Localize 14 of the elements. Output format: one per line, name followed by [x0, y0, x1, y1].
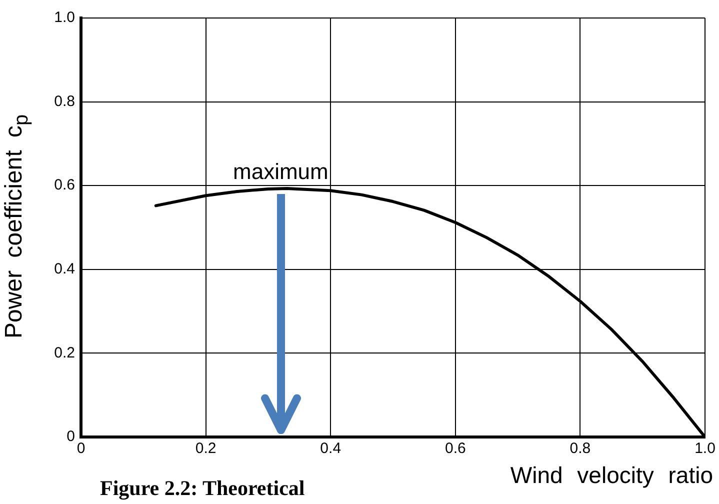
y-tick-label: 0.6 — [54, 176, 75, 194]
x-tick-label: 0.2 — [195, 440, 216, 458]
caption: Figure 2.2: Theoretical — [100, 476, 305, 501]
y-tick-label: 0.8 — [54, 92, 75, 110]
x-tick-label: 0.8 — [570, 440, 591, 458]
y-tick-label: 1.0 — [54, 9, 75, 26]
y-tick-label: 0.4 — [54, 260, 75, 278]
y-tick-label: 0.2 — [54, 344, 75, 362]
x-tick-label: 0.4 — [320, 440, 342, 458]
y-tick-label: 0 — [66, 428, 75, 446]
x-tick-label: 0.6 — [444, 440, 466, 458]
annotation: maximum — [233, 158, 328, 184]
x-axis-title: Wind velocity ratio — [510, 462, 713, 489]
x-tick-label: 1.0 — [694, 440, 716, 458]
